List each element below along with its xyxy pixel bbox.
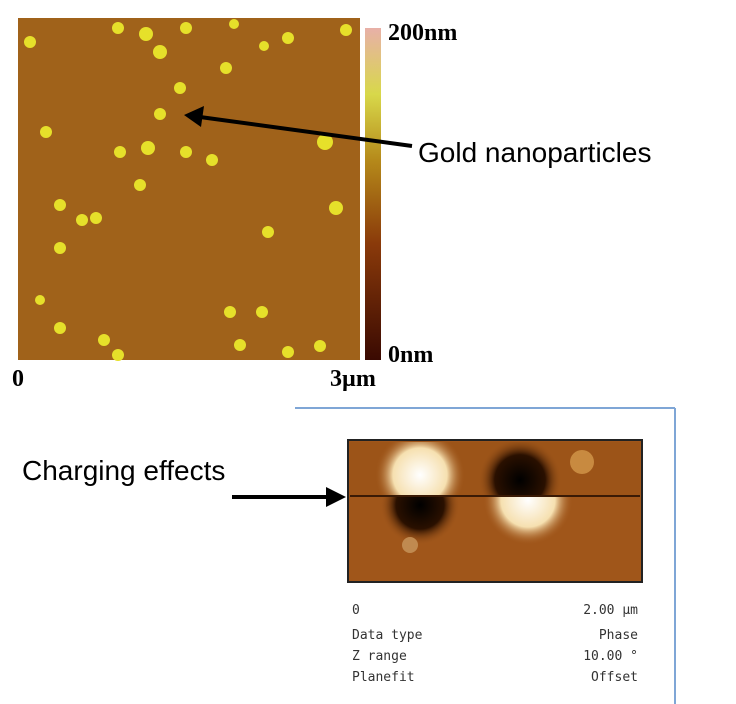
afm-image: 200nm 0nm 0 3µm [12,18,457,392]
figure: 200nm 0nm 0 3µm Gold nanoparticles Charg… [0,0,736,704]
row-value: 10.00 ° [583,649,638,664]
gold-label: Gold nanoparticles [418,137,651,168]
row-value: Phase [599,628,638,643]
afm-background [18,18,360,360]
charging-label: Charging effects [22,455,225,486]
x-start: 0 [12,366,24,392]
colorbar-min: 0nm [388,342,433,368]
scale-end: 2.00 µm [583,603,638,618]
colorbar-max: 200nm [388,20,457,46]
scale-start: 0 [352,603,360,618]
row-value: Offset [591,670,638,685]
row-label: Data type [352,628,423,643]
x-end: 3µm [330,366,376,392]
row-label: Planefit [352,670,415,685]
phase-panel: 0 2.00 µm Data type Phase Z range 10.00 … [295,408,675,704]
colorbar [365,28,381,360]
arrow-head [326,487,346,507]
row-label: Z range [352,649,407,664]
